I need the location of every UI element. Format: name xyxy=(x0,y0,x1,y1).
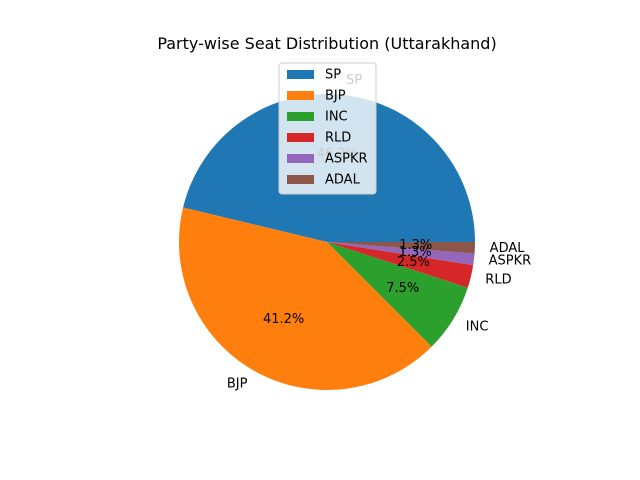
pie-slice-adal xyxy=(327,242,475,254)
slice-label-inc: INC xyxy=(466,320,489,335)
pie-slice-aspkr xyxy=(327,242,475,266)
legend-swatch-inc xyxy=(287,112,314,121)
legend-label-rld: RLD xyxy=(325,131,351,146)
percent-label-inc: 7.5% xyxy=(386,281,419,296)
slice-label-rld: RLD xyxy=(485,273,511,288)
legend-items: SP BJP INC RLD ASPKR ADAL xyxy=(287,68,368,188)
legend-label-bjp: BJP xyxy=(325,89,346,104)
percent-label-rld: 2.5% xyxy=(397,255,430,270)
percent-label-aspkr: 1.3% xyxy=(399,245,432,260)
legend-label-adal: ADAL xyxy=(325,173,361,188)
pie-slice-bjp xyxy=(178,207,432,390)
pie-slice-inc xyxy=(327,242,468,347)
pie-slice-rld xyxy=(327,242,474,288)
percent-label-adal: 1.3% xyxy=(399,238,432,253)
percent-label-bjp: 41.2% xyxy=(263,312,304,327)
legend-swatch-sp xyxy=(287,70,314,79)
legend: SP BJP INC RLD ASPKR ADAL xyxy=(278,62,377,195)
slice-label-bjp: BJP xyxy=(227,377,248,392)
legend-swatch-adal xyxy=(287,175,314,184)
slice-label-aspkr: ASPKR xyxy=(489,254,532,269)
legend-swatch-bjp xyxy=(287,91,314,100)
legend-swatch-aspkr xyxy=(287,154,314,163)
legend-label-aspkr: ASPKR xyxy=(325,152,368,167)
slice-label-adal: ADAL xyxy=(490,241,526,256)
chart-title: Party-wise Seat Distribution (Uttarakhan… xyxy=(157,34,496,53)
legend-label-inc: INC xyxy=(325,110,348,125)
legend-label-sp: SP xyxy=(325,68,341,83)
legend-swatch-rld xyxy=(287,133,314,142)
